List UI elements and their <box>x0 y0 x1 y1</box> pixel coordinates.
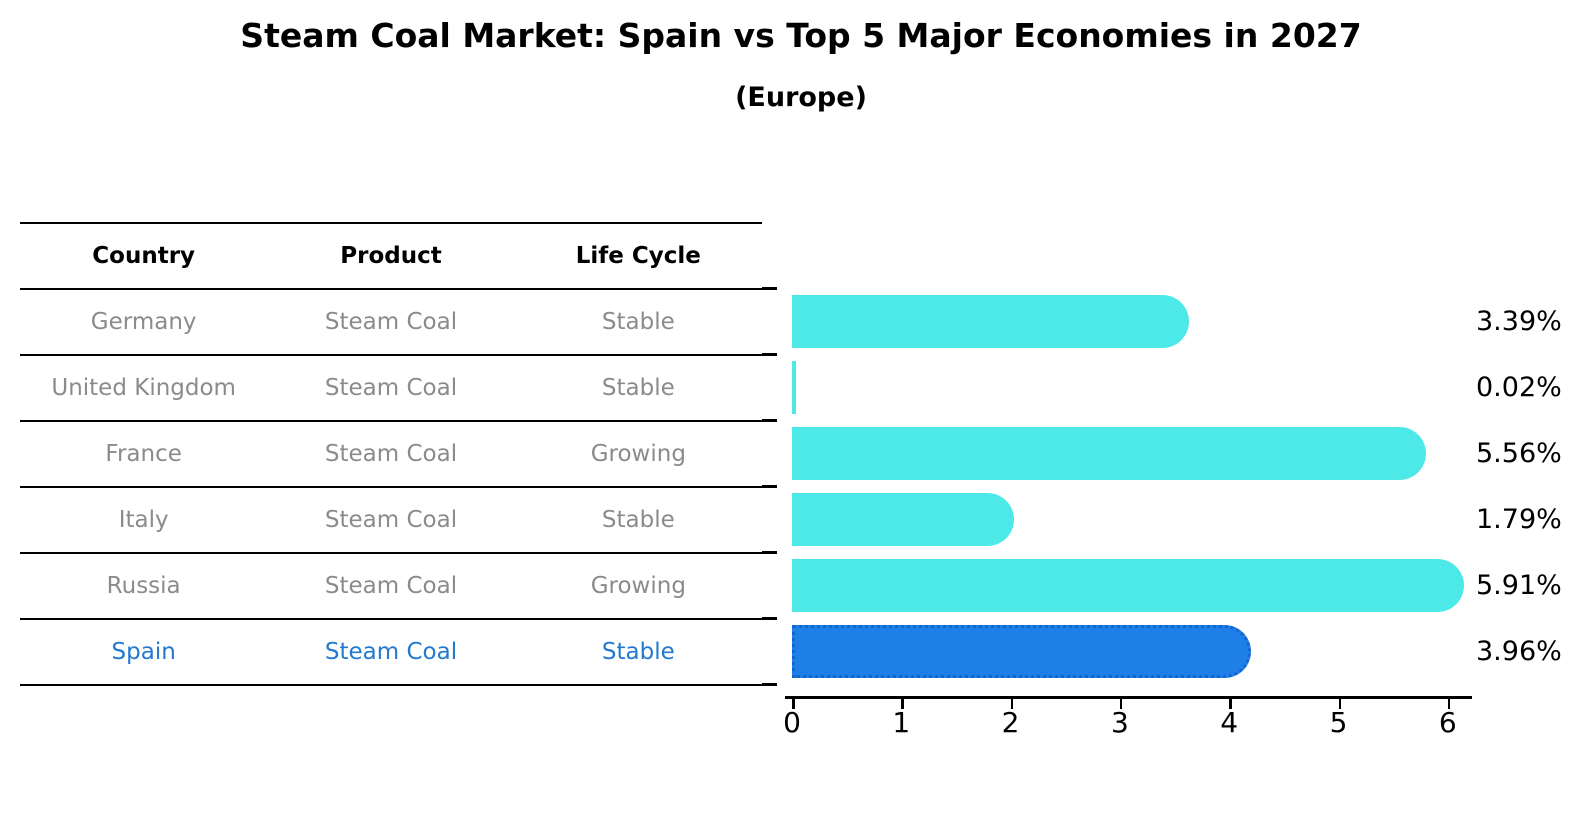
x-axis-tick <box>1119 698 1123 709</box>
table-row: Italy Steam Coal Stable <box>20 488 762 554</box>
x-axis-tick <box>1229 698 1232 709</box>
chart-subtitle: (Europe) <box>735 82 867 113</box>
cell-life-cycle: Stable <box>601 639 675 665</box>
value-label: 3.96% <box>1476 635 1562 667</box>
cell-product: Steam Coal <box>324 441 458 467</box>
x-axis-tick <box>1010 698 1014 709</box>
x-axis-tick-label: 0 <box>783 706 801 739</box>
bar-germany <box>792 294 1189 348</box>
x-axis-tick-label: 4 <box>1220 706 1239 739</box>
cell-life-cycle: Growing <box>590 441 686 467</box>
y-axis-tick <box>762 617 777 620</box>
x-axis-tick-label: 3 <box>1110 706 1129 739</box>
cell-product: Steam Coal <box>324 639 458 665</box>
bar-france <box>792 426 1426 480</box>
country-table: Country Product Life Cycle Germany Steam … <box>20 222 762 686</box>
x-axis-tick <box>792 698 795 709</box>
bar-plot-area <box>792 288 1492 684</box>
table-row: Russia Steam Coal Growing <box>20 554 762 620</box>
y-axis-tick <box>762 287 777 290</box>
y-axis-tick <box>762 683 777 686</box>
bar-italy <box>792 492 1014 546</box>
column-header-country: Country <box>92 243 196 269</box>
x-axis-tick-label: 5 <box>1329 706 1348 739</box>
cell-country: Spain <box>111 639 176 665</box>
x-axis-tick-label: 6 <box>1438 706 1457 739</box>
y-axis-tick <box>762 353 777 356</box>
cell-country: France <box>105 441 182 467</box>
column-header-life-cycle: Life Cycle <box>575 243 701 269</box>
x-axis-tick <box>901 698 904 709</box>
bar-russia <box>792 558 1464 612</box>
x-axis-tick <box>1447 698 1451 709</box>
cell-life-cycle: Stable <box>601 309 675 335</box>
cell-product: Steam Coal <box>324 375 458 401</box>
column-header-product: Product <box>340 243 442 269</box>
table-row: Spain Steam Coal Stable <box>20 620 762 686</box>
y-axis-tick <box>762 485 777 488</box>
table-row: Germany Steam Coal Stable <box>20 290 762 356</box>
x-axis-tick-label: 2 <box>1001 706 1020 739</box>
bar-highlight-spain <box>792 624 1251 678</box>
y-axis-tick <box>762 419 777 422</box>
x-axis-tick-label: 1 <box>892 706 911 739</box>
cell-life-cycle: Stable <box>601 375 675 401</box>
cell-country: Germany <box>90 309 197 335</box>
cell-life-cycle: Stable <box>601 507 675 533</box>
value-label: 5.56% <box>1476 437 1562 469</box>
value-label: 0.02% <box>1476 371 1562 403</box>
bar-united-kingdom <box>792 360 796 414</box>
cell-country: Russia <box>106 573 181 599</box>
table-row: France Steam Coal Growing <box>20 422 762 488</box>
table-header-row: Country Product Life Cycle <box>20 224 762 290</box>
x-axis-tick <box>1338 698 1341 709</box>
table-row: United Kingdom Steam Coal Stable <box>20 356 762 422</box>
table-body: Germany Steam Coal Stable United Kingdom Ste… <box>20 290 762 686</box>
cell-product: Steam Coal <box>324 309 458 335</box>
y-axis-tick <box>762 551 777 554</box>
cell-country: Italy <box>118 507 169 533</box>
x-axis-line <box>785 696 1472 699</box>
cell-product: Steam Coal <box>324 507 458 533</box>
value-label: 5.91% <box>1476 569 1562 601</box>
chart-title: Steam Coal Market: Spain vs Top 5 Major … <box>240 16 1362 55</box>
cell-life-cycle: Growing <box>590 573 686 599</box>
cell-country: United Kingdom <box>51 375 236 401</box>
value-label: 3.39% <box>1476 305 1562 337</box>
cell-product: Steam Coal <box>324 573 458 599</box>
value-label: 1.79% <box>1476 503 1562 535</box>
